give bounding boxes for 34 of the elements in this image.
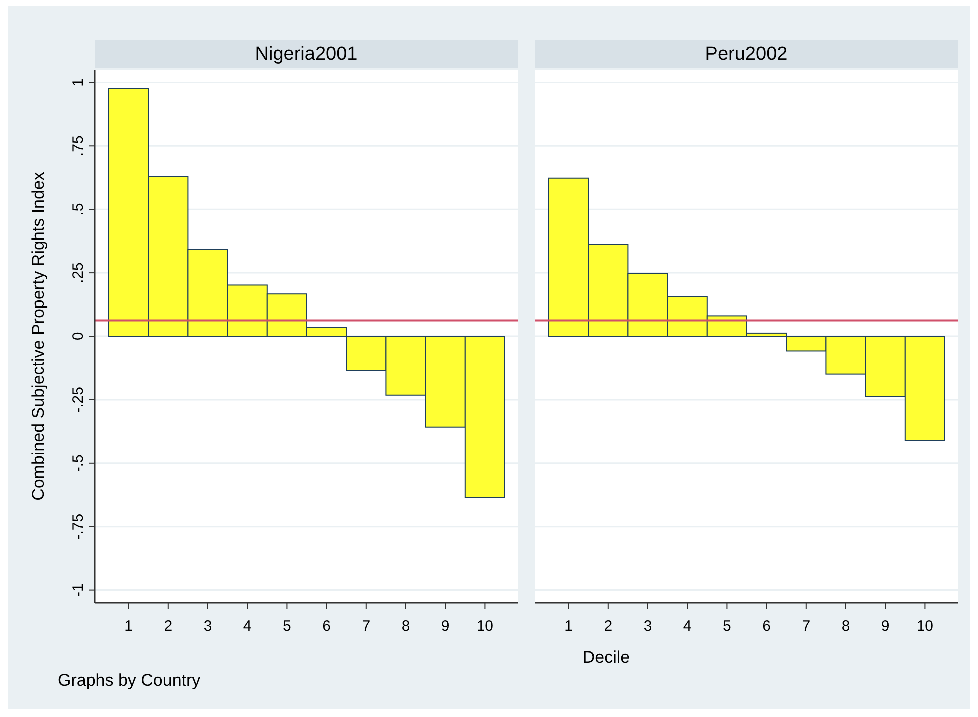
x-tick-label: 8 [842, 618, 850, 635]
y-tick-label: -.25 [70, 387, 87, 413]
x-tick-label: 5 [283, 618, 292, 635]
y-tick-label: 1 [70, 78, 87, 87]
y-tick-label: 0 [70, 332, 87, 341]
x-tick-label: 9 [441, 618, 450, 635]
y-axis-title: Combined Subjective Property Rights Index [29, 172, 48, 501]
x-tick-label: 10 [916, 618, 934, 635]
x-tick-label: 2 [604, 618, 613, 635]
x-tick-label: 4 [243, 618, 252, 635]
text: Graphs by Country [58, 671, 202, 690]
x-tick-label: 3 [204, 618, 212, 635]
y-tick-label: -1 [70, 584, 87, 597]
x-tick-label: 7 [802, 618, 811, 635]
y-tick-label: .5 [70, 203, 87, 216]
y-tick-label: -.75 [70, 514, 87, 540]
y-tick-label: .25 [70, 262, 87, 284]
y-tick-label: .75 [70, 136, 87, 157]
x-tick-label: 1 [564, 618, 573, 635]
x-tick-label: 7 [362, 618, 371, 635]
chart-title: Nigeria2001 [255, 44, 358, 65]
x-tick-label: 10 [476, 618, 494, 635]
chart-title: Peru2002 [705, 44, 788, 65]
x-tick-label: 6 [762, 618, 771, 635]
x-tick-label: 6 [322, 618, 331, 635]
x-tick-label: 4 [683, 618, 692, 635]
x-tick-label: 9 [881, 618, 890, 635]
x-tick-label: 8 [402, 618, 410, 635]
x-tick-label: 5 [723, 618, 732, 635]
y-tick-label: -.5 [70, 454, 87, 472]
x-tick-label: 3 [644, 618, 652, 635]
x-tick-label: 1 [124, 618, 133, 635]
x-tick-label: 2 [164, 618, 173, 635]
x-axis-title: Decile [582, 648, 630, 667]
